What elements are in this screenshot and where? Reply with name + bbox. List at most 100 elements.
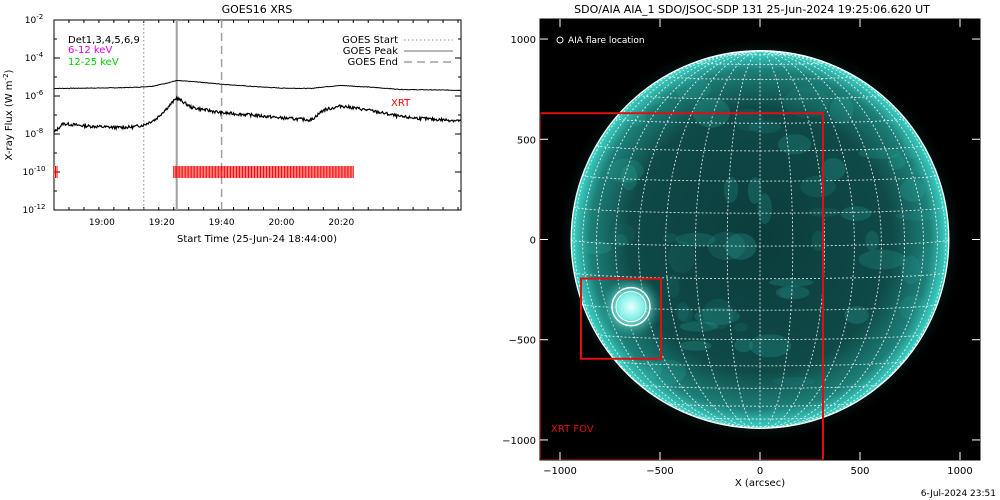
grid-line — [695, 61, 825, 65]
disk-feature — [632, 360, 662, 380]
disk-feature — [747, 177, 762, 205]
disk-feature — [662, 233, 679, 243]
aia-legend-label: AIA flare location — [568, 36, 645, 46]
disk-feature — [772, 377, 816, 386]
aia-y-tick-label: −500 — [509, 336, 536, 347]
grid-line — [759, 50, 882, 429]
grid-line — [665, 50, 761, 429]
aia-x-tick-label: −1000 — [543, 466, 577, 477]
aia-panel: SDO/AIA AIA_1 SDO/JSOC-SDP 131 25-Jun-20… — [502, 3, 981, 489]
goes-panel: GOES16 XRS 10-12 10-10 10-8 10-6 10-4 10-2 19… — [2, 3, 462, 245]
goes-x-tick-label: 20:00 — [268, 218, 294, 228]
flare-brightening — [599, 274, 663, 339]
aia-y-tick-label: −1000 — [502, 436, 536, 447]
det-label: Det1,3,4,5,6,9 — [68, 35, 140, 46]
aia-x-axis: −1000 −500 0 500 1000 — [543, 19, 973, 477]
goes-y-tick-label: 10-6 — [25, 89, 44, 102]
grid-line — [694, 50, 761, 429]
aia-y-axis: −1000 −500 0 500 1000 — [502, 35, 980, 447]
goes-ylabel: X-ray Flux (W m-2) — [2, 69, 15, 160]
goes-legend: GOES Start GOES Peak GOES End — [342, 35, 453, 68]
legend-goes-end: GOES End — [348, 57, 398, 68]
disk-feature — [734, 338, 753, 353]
aia-y-tick-label: 500 — [517, 135, 536, 146]
grid-line — [759, 50, 826, 429]
disk-feature — [757, 193, 772, 225]
disk-feature — [844, 306, 869, 324]
grid-line — [571, 239, 949, 247]
disk-feature — [668, 241, 696, 274]
xrt-label: XRT — [391, 98, 411, 109]
disk-feature — [648, 359, 686, 386]
disk-feature — [676, 302, 690, 321]
disk-feature — [679, 340, 712, 351]
legend-goes-peak: GOES Peak — [343, 46, 398, 57]
disk-feature — [768, 278, 814, 287]
goes-y-tick-label: 10-8 — [25, 127, 43, 140]
disk-feature — [858, 147, 902, 159]
goes-series-long — [54, 79, 461, 92]
flare-zoom-box — [580, 277, 662, 360]
aia-y-tick-label: 1000 — [511, 35, 536, 46]
aia-y-tick-label: 0 — [530, 236, 536, 247]
disk-feature — [858, 249, 906, 270]
goes-y-tick-label: 10-4 — [25, 51, 44, 64]
xrt-fov-box — [540, 112, 824, 460]
grid-line — [638, 50, 761, 429]
aia-x-tick-label: 0 — [757, 466, 763, 477]
disk-feature — [775, 285, 810, 300]
disk-feature — [899, 295, 928, 321]
disk-feature — [620, 164, 638, 191]
grid-line — [759, 50, 794, 429]
goes-x-tick-label: 19:40 — [209, 218, 235, 228]
aia-title: SDO/AIA AIA_1 SDO/JSOC-SDP 131 25-Jun-20… — [574, 3, 930, 16]
disk-feature — [606, 158, 644, 183]
disk-feature — [733, 322, 748, 332]
xrt-fov-label: XRT FOV — [551, 424, 594, 435]
disk-feature — [901, 255, 921, 284]
solar-limb — [570, 50, 950, 429]
disk-feature — [748, 120, 781, 134]
disk-feature — [725, 233, 757, 260]
goes-y-axis: 10-12 10-10 10-8 10-6 10-4 10-2 — [23, 13, 461, 216]
grid-line — [726, 50, 761, 429]
goes-series-short — [54, 95, 461, 133]
grid-line — [582, 303, 938, 311]
aia-xlabel: X (arcsec) — [735, 478, 785, 489]
disk-feature — [678, 306, 694, 322]
goes-xlabel: Start Time (25-Jun-24 18:44:00) — [177, 234, 337, 245]
grid-line — [666, 402, 854, 407]
aia-legend-symbol — [556, 36, 564, 44]
disk-feature — [895, 211, 942, 221]
disk-feature — [707, 231, 746, 261]
disk-feature — [613, 234, 628, 247]
aia-x-tick-label: 1000 — [947, 466, 972, 477]
disk-feature — [679, 321, 718, 332]
disk-feature — [723, 176, 739, 203]
disk-feature — [865, 230, 879, 252]
aia-x-tick-label: 500 — [850, 466, 869, 477]
flare-location-marker-inner — [615, 291, 647, 323]
disk-feature — [638, 366, 655, 378]
goes-title: GOES16 XRS — [222, 3, 293, 16]
aia-x-tick-label: −500 — [646, 466, 673, 477]
goes-x-tick-label: 19:20 — [149, 218, 175, 228]
disk-feature — [694, 307, 740, 325]
grid-line — [759, 50, 924, 428]
disk-feature — [734, 108, 764, 132]
disk-feature — [777, 134, 812, 155]
goes-x-tick-label: 20:20 — [328, 218, 354, 228]
grid-line — [596, 50, 761, 428]
disk-feature — [821, 157, 846, 181]
disk-feature — [702, 298, 734, 330]
disk-feature — [829, 96, 854, 125]
grid-line — [582, 174, 938, 182]
xrt-observation-marks — [54, 166, 354, 178]
disk-feature — [899, 178, 925, 202]
disk-feature — [749, 334, 792, 358]
goes-y-tick-label: 10-2 — [25, 13, 43, 26]
grid-line — [615, 360, 905, 367]
grid-line — [759, 50, 938, 428]
grid-line — [573, 206, 947, 214]
